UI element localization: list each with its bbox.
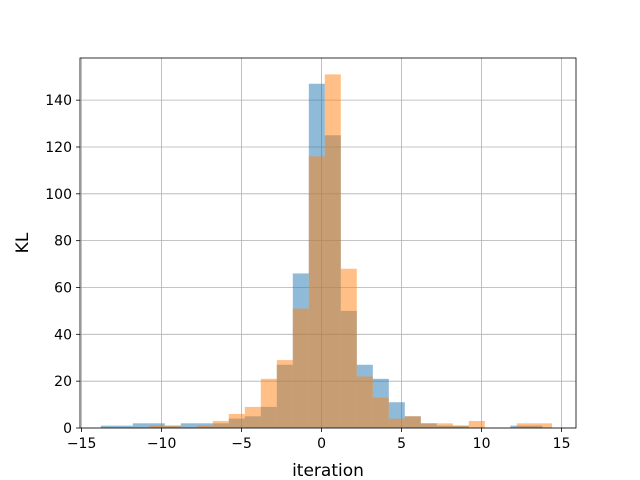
y-tick-label: 140 xyxy=(45,93,72,109)
histogram-bar-series-2 xyxy=(276,360,293,428)
y-tick-label: 0 xyxy=(63,421,72,437)
histogram-bar-series-2 xyxy=(308,156,325,428)
ticks-layer: −15 −10 −5 0 5 10 15 0 20 40 60 80 100 120 140 xyxy=(45,93,570,452)
y-axis-label: KL xyxy=(13,232,33,253)
y-tick-label: 80 xyxy=(54,234,72,250)
histogram-bar-series-1 xyxy=(132,423,149,428)
x-tick-label: −10 xyxy=(147,436,177,452)
x-tick-label: −5 xyxy=(231,436,252,452)
x-tick-label: 10 xyxy=(473,436,491,452)
bars-layer xyxy=(100,74,552,429)
histogram-bar-series-2 xyxy=(324,74,341,429)
histogram-bar-series-2 xyxy=(452,425,469,428)
histogram-bar-series-2 xyxy=(532,423,552,428)
histogram-bar-series-2 xyxy=(196,425,213,428)
histogram-bar-series-2 xyxy=(340,268,357,428)
y-tick-label: 60 xyxy=(54,280,72,296)
histogram-bar-series-2 xyxy=(148,425,165,428)
histogram-bar-series-2 xyxy=(244,406,261,428)
y-tick-label: 20 xyxy=(54,374,72,390)
histogram-bar-series-2 xyxy=(164,425,181,428)
histogram-bar-series-1 xyxy=(180,423,197,428)
histogram-bar-series-2 xyxy=(228,413,245,428)
histogram-bar-series-2 xyxy=(372,397,389,428)
histogram-bar-series-1 xyxy=(100,425,117,428)
y-tick-label: 120 xyxy=(45,140,72,156)
y-tick-label: 100 xyxy=(45,187,72,203)
x-tick-label: −15 xyxy=(67,436,97,452)
histogram-bar-series-1 xyxy=(116,425,133,428)
histogram-bar-series-2 xyxy=(212,420,229,428)
histogram-bar-series-2 xyxy=(436,423,453,428)
y-tick-label: 40 xyxy=(54,327,72,343)
x-tick-label: 15 xyxy=(553,436,571,452)
x-tick-label: 0 xyxy=(317,436,326,452)
histogram-bar-series-2 xyxy=(292,308,309,428)
histogram-bar-series-2 xyxy=(468,420,485,428)
x-axis-label: iteration xyxy=(292,461,364,480)
histogram-bar-series-2 xyxy=(388,418,405,428)
histogram-bar-series-2 xyxy=(404,416,421,428)
histogram-bar-series-2 xyxy=(356,376,373,428)
plot-frame xyxy=(79,57,577,429)
histogram-bar-series-2 xyxy=(420,423,437,428)
histogram-bar-series-2 xyxy=(260,378,277,428)
histogram-bar-series-2 xyxy=(516,423,533,428)
x-tick-label: 5 xyxy=(397,436,406,452)
